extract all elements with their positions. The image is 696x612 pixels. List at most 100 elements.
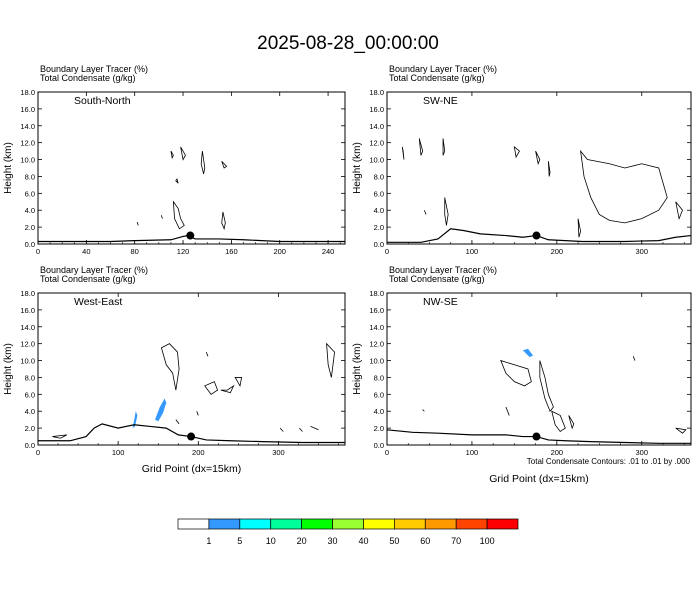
y-tick-label: 4.0: [25, 206, 35, 215]
plot-frame: [386, 91, 692, 245]
condensate-contour: [299, 427, 303, 432]
condensate-contour: [513, 145, 520, 159]
y-tick-label: 2.0: [25, 223, 35, 232]
x-tick-label: 100: [466, 448, 479, 457]
y-tick-label: 18.0: [369, 88, 384, 97]
colorbar-box: [486, 518, 519, 530]
colorbar-label: 70: [451, 536, 461, 546]
y-tick-label: 18.0: [20, 88, 35, 97]
condensate-contour: [535, 150, 541, 166]
x-tick-label: 0: [385, 448, 389, 457]
y-tick-label: 4.0: [374, 206, 384, 215]
x-tick-label: 200: [192, 448, 205, 457]
condensate-contour: [180, 146, 186, 161]
x-tick-label: 300: [272, 448, 285, 457]
colorbar: 1 5 10 20 30 40 50 60 70 100: [177, 518, 519, 546]
colorbar-label: 60: [420, 536, 430, 546]
chart-panel-nw-se: Boundary Layer Tracer (%)Total Condensat…: [352, 265, 692, 485]
y-tick-label: 6.0: [374, 390, 384, 399]
y-tick-label: 8.0: [25, 373, 35, 382]
condensate-contour: [675, 427, 687, 434]
x-tick-label: 0: [385, 247, 389, 256]
colorbar-box: [424, 518, 457, 530]
condensate-contour: [160, 343, 180, 391]
y-axis-label: Height (km): [352, 142, 363, 194]
chart-panel-west-east: Boundary Layer Tracer (%)Total Condensat…: [3, 265, 346, 475]
chart-panel-sw-ne: Boundary Layer Tracer (%)Total Condensat…: [352, 64, 692, 256]
y-tick-label: 6.0: [25, 390, 35, 399]
condensate-contour: [401, 146, 405, 160]
x-tick-label: 0: [36, 247, 40, 256]
condensate-contour: [52, 434, 68, 439]
colorbar-box: [301, 518, 333, 530]
y-tick-label: 6.0: [25, 189, 35, 198]
panel-label: West-East: [74, 296, 122, 308]
y-tick-label: 2.0: [25, 424, 35, 433]
panel-label: SW-NE: [423, 95, 458, 107]
y-tick-label: 10.0: [20, 357, 35, 366]
colorbar-label: 100: [480, 536, 495, 546]
condensate-contour: [170, 150, 174, 160]
colorbar-label: 20: [297, 536, 307, 546]
y-tick-label: 8.0: [374, 172, 384, 181]
condensate-contour: [500, 359, 532, 387]
x-tick-label: 200: [273, 247, 286, 256]
y-axis-label: Height (km): [3, 142, 14, 194]
location-marker: [532, 231, 541, 240]
x-tick-label: 300: [635, 247, 648, 256]
condensate-contour: [418, 138, 424, 156]
panel-label: South-North: [74, 95, 131, 107]
tracer-shading: [522, 348, 534, 358]
condensate-contour: [632, 356, 636, 361]
y-tick-label: 2.0: [374, 424, 384, 433]
y-tick-label: 16.0: [369, 306, 384, 315]
y-tick-label: 12.0: [20, 139, 35, 148]
x-tick-label: 120: [177, 247, 190, 256]
condensate-contour: [136, 221, 139, 226]
x-axis-label: Grid Point (dx=15km): [142, 463, 242, 475]
location-marker: [532, 432, 541, 441]
y-tick-label: 10.0: [369, 156, 384, 165]
y-tick-label: 0.0: [25, 441, 35, 450]
y-tick-label: 14.0: [369, 122, 384, 131]
x-axis-label: Grid Point (dx=15km): [489, 473, 589, 485]
x-tick-label: 200: [551, 448, 564, 457]
colorbar-box: [177, 518, 210, 530]
tracer-shading: [155, 398, 167, 422]
y-tick-label: 12.0: [20, 340, 35, 349]
condensate-contour: [444, 197, 449, 226]
y-tick-label: 12.0: [369, 340, 384, 349]
x-tick-label: 100: [112, 448, 125, 457]
y-tick-label: 10.0: [20, 156, 35, 165]
location-marker: [186, 231, 195, 240]
y-tick-label: 14.0: [369, 323, 384, 332]
x-tick-label: 240: [322, 247, 335, 256]
condensate-contour: [221, 160, 228, 169]
condensate-contour: [221, 211, 226, 231]
x-tick-label: 100: [466, 247, 479, 256]
condensate-contour: [326, 342, 336, 378]
condensate-contour: [547, 161, 551, 177]
figure-title: 2025-08-28_00:00:00: [257, 33, 439, 54]
x-tick-label: 40: [82, 247, 90, 256]
panel-subtitle-condensate: Total Condensate (g/kg): [40, 73, 136, 83]
condensate-contour: [423, 210, 427, 215]
y-tick-label: 0.0: [25, 240, 35, 249]
y-tick-label: 0.0: [374, 240, 384, 249]
condensate-contour: [200, 151, 206, 175]
plot-frame: [386, 292, 692, 446]
terrain-line: [38, 423, 345, 444]
y-tick-label: 14.0: [20, 122, 35, 131]
colorbar-box: [239, 518, 272, 530]
condensate-contour: [539, 360, 554, 413]
condensate-contour: [577, 218, 582, 238]
colorbar-box: [455, 518, 488, 530]
x-tick-label: 200: [551, 247, 564, 256]
y-tick-label: 16.0: [20, 105, 35, 114]
plot-frame: [37, 292, 346, 446]
panel-subtitle-tracer: Boundary Layer Tracer (%): [40, 64, 148, 74]
condensate-contour: [204, 381, 219, 395]
y-tick-label: 18.0: [20, 289, 35, 298]
colorbar-box: [363, 518, 395, 530]
plot-frame: [37, 91, 346, 245]
